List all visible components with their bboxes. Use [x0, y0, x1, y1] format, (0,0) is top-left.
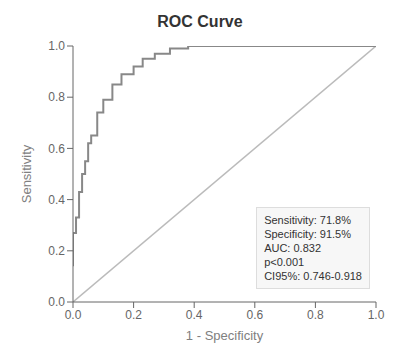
svg-text:0.0: 0.0: [48, 295, 65, 309]
svg-text:0.0: 0.0: [65, 308, 82, 322]
svg-text:0.6: 0.6: [48, 142, 65, 156]
svg-text:0.8: 0.8: [48, 90, 65, 104]
svg-text:0.4: 0.4: [186, 308, 203, 322]
svg-text:0.4: 0.4: [48, 193, 65, 207]
html-text:Sensitivity: 71.8% Specificity: Sensitivity: 71.8% Specificity: 91.5% AU…: [264, 214, 362, 282]
svg-text:1.0: 1.0: [368, 308, 385, 322]
svg-text:0.8: 0.8: [307, 308, 324, 322]
svg-text:0.6: 0.6: [246, 308, 263, 322]
svg-text:0.2: 0.2: [48, 244, 65, 258]
svg-text:1 - Specificity: 1 - Specificity: [186, 328, 264, 343]
svg-text:Sensitivity: Sensitivity: [19, 144, 34, 203]
svg-text:1.0: 1.0: [48, 39, 65, 53]
svg-text:0.2: 0.2: [125, 308, 142, 322]
html-text:ROC Curve: ROC Curve: [157, 13, 243, 30]
